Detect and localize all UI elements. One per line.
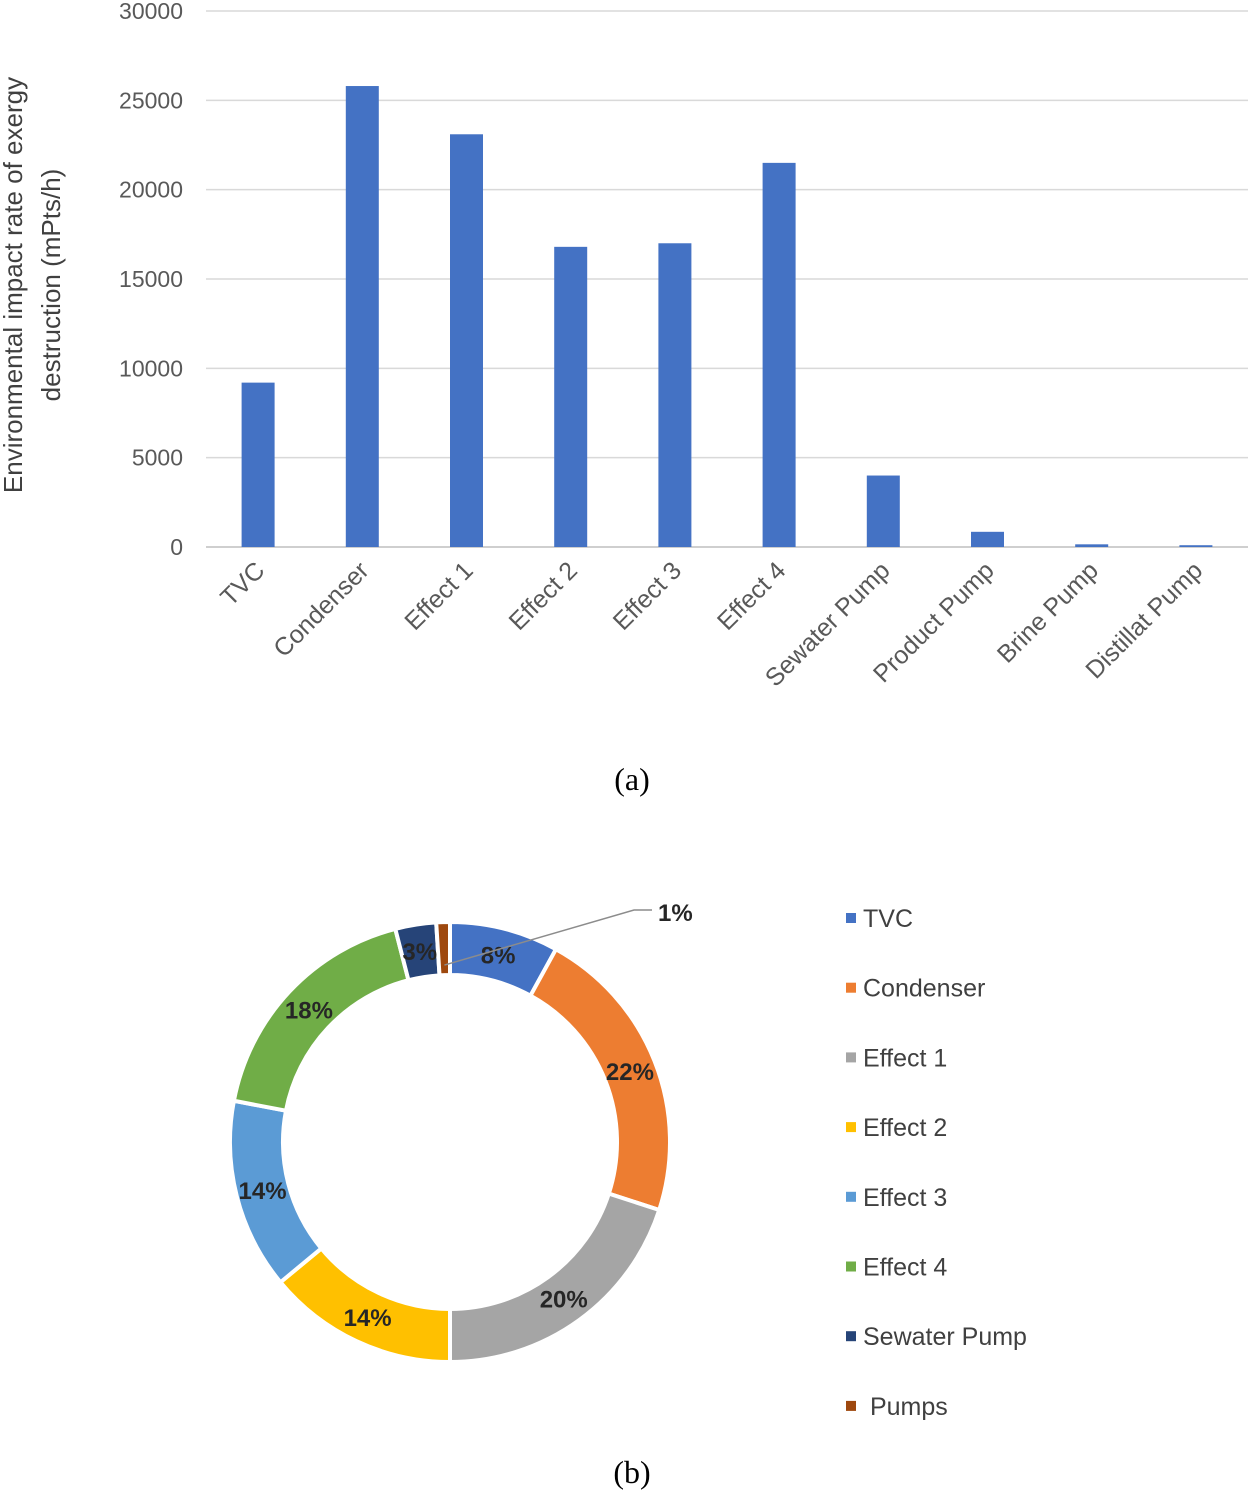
legend-swatch-effect-4 bbox=[846, 1261, 856, 1272]
y-tick-10000: 10000 bbox=[119, 355, 183, 381]
bar-y-axis-title-line-1: Environmental impact rate of exergy bbox=[0, 77, 28, 493]
bar-gridlines bbox=[206, 10, 1248, 548]
donut-slices bbox=[228, 919, 672, 1365]
label-sewater-pump: 3% bbox=[402, 939, 437, 966]
bar-tvc bbox=[241, 382, 275, 547]
label-effect-1: 20% bbox=[540, 1287, 588, 1314]
donut-chart: 8% 22% 20% 14% 14% 18% 3% 1% TVC Condenser Effect… bbox=[228, 900, 1027, 1490]
legend-swatch-condenser bbox=[846, 982, 856, 993]
legend-label-condenser: Condenser bbox=[863, 975, 985, 1003]
bar-brine-pump bbox=[1075, 544, 1109, 547]
label-condenser: 22% bbox=[606, 1059, 654, 1086]
x-tick-condenser: Condenser bbox=[268, 556, 374, 662]
label-tvc: 8% bbox=[481, 943, 516, 970]
bar-condenser bbox=[345, 86, 379, 547]
legend-label-sewater-pump: Sewater Pump bbox=[863, 1323, 1027, 1351]
bar-effect-2 bbox=[554, 246, 588, 547]
y-tick-0: 0 bbox=[170, 534, 183, 560]
bar-series bbox=[241, 86, 1213, 547]
leader-line-pumps bbox=[444, 909, 652, 966]
x-tick-brine-pump: Brine Pump bbox=[992, 556, 1104, 668]
label-effect-3: 14% bbox=[239, 1178, 287, 1205]
slice-pumps bbox=[434, 919, 452, 978]
donut-legend: TVC Condenser Effect 1 Effect 2 Effect 3 Effe… bbox=[846, 905, 1027, 1421]
label-effect-2: 14% bbox=[344, 1305, 392, 1332]
label-pumps: 1% bbox=[658, 900, 693, 927]
x-tick-effect-3: Effect 3 bbox=[608, 556, 687, 635]
legend-swatch-effect-2 bbox=[846, 1122, 856, 1133]
legend-label-effect-4: Effect 4 bbox=[863, 1254, 947, 1282]
bar-product-pump bbox=[971, 531, 1004, 547]
legend-label-tvc: TVC bbox=[863, 905, 913, 933]
legend-swatch-effect-1 bbox=[846, 1052, 856, 1063]
y-tick-30000: 30000 bbox=[119, 0, 183, 24]
bar-effect-3 bbox=[658, 243, 692, 547]
legend-swatch-effect-3 bbox=[846, 1191, 856, 1202]
donut-data-labels: 8% 22% 20% 14% 14% 18% 3% 1% bbox=[239, 900, 693, 1332]
slice-effect-1 bbox=[448, 1191, 662, 1365]
y-tick-5000: 5000 bbox=[132, 445, 183, 471]
caption-a: (a) bbox=[614, 761, 650, 797]
bar-sewater-pump bbox=[866, 475, 900, 547]
x-tick-effect-4: Effect 4 bbox=[712, 556, 791, 635]
legend-swatch-sewater-pump bbox=[846, 1331, 856, 1342]
legend-swatch-pumps bbox=[846, 1400, 856, 1411]
legend-label-effect-3: Effect 3 bbox=[863, 1184, 947, 1212]
legend-swatch-tvc bbox=[846, 913, 856, 923]
x-tick-tvc: TVC bbox=[215, 556, 270, 611]
caption-b: (b) bbox=[613, 1454, 650, 1490]
bar-y-axis-title-line-2: destruction (mPts/h) bbox=[36, 169, 66, 402]
legend-label-pumps: Pumps bbox=[863, 1393, 948, 1421]
bar-chart: 0 5000 10000 15000 20000 25000 30000 TVCConden… bbox=[0, 0, 1248, 797]
legend-label-effect-2: Effect 2 bbox=[863, 1114, 947, 1142]
legend-label-effect-1: Effect 1 bbox=[863, 1044, 947, 1072]
label-effect-4: 18% bbox=[285, 998, 333, 1025]
y-tick-25000: 25000 bbox=[119, 87, 183, 113]
bar-distillat-pump bbox=[1179, 545, 1213, 547]
bar-effect-4 bbox=[762, 162, 796, 547]
x-tick-effect-1: Effect 1 bbox=[399, 556, 478, 635]
bar-y-tick-labels: 0 5000 10000 15000 20000 25000 30000 bbox=[119, 0, 183, 560]
x-tick-effect-2: Effect 2 bbox=[504, 556, 583, 635]
y-tick-15000: 15000 bbox=[119, 266, 183, 292]
bar-effect-1 bbox=[450, 134, 483, 547]
y-tick-20000: 20000 bbox=[119, 177, 183, 203]
